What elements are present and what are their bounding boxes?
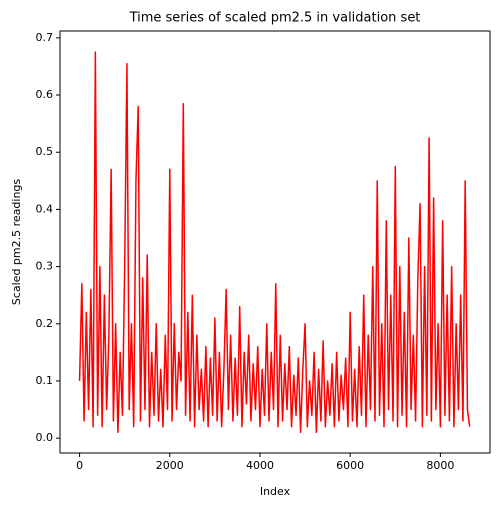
y-tick-label: 0.6: [36, 88, 54, 101]
data-line: [78, 51, 471, 434]
y-tick-label: 0.0: [36, 431, 54, 444]
x-tick-label: 4000: [246, 459, 274, 472]
chart-title: Time series of scaled pm2.5 in validatio…: [129, 11, 421, 26]
x-tick-label: 6000: [336, 459, 364, 472]
x-tick-label: 2000: [156, 459, 184, 472]
y-tick-label: 0.3: [36, 260, 54, 273]
plot-frame: [59, 30, 491, 454]
y-tick-label: 0.5: [36, 145, 54, 158]
y-axis-label: Scaled pm2.5 readings: [10, 179, 23, 306]
y-tick-label: 0.1: [36, 374, 54, 387]
x-tick-label: 8000: [426, 459, 454, 472]
y-tick-label: 0.7: [36, 31, 54, 44]
x-tick-label: 0: [76, 459, 83, 472]
x-axis-label: Index: [260, 485, 291, 498]
y-tick-label: 0.2: [36, 317, 54, 330]
y-tick-label: 0.4: [36, 202, 54, 215]
